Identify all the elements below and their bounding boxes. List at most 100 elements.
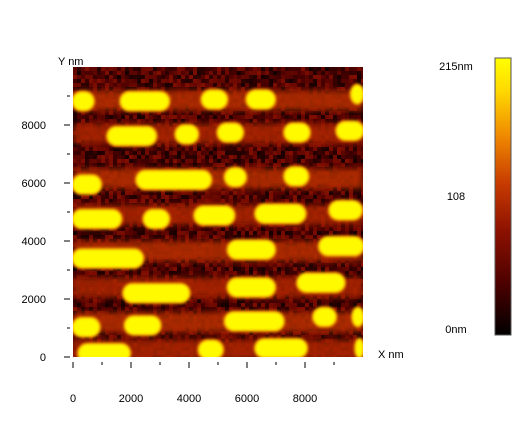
noise-cell	[81, 79, 85, 83]
noise-cell	[325, 267, 329, 271]
noise-cell	[201, 239, 205, 243]
noise-cell	[105, 83, 109, 87]
noise-cell	[325, 195, 329, 199]
noise-cell	[361, 331, 363, 335]
noise-cell	[181, 267, 185, 271]
noise-cell	[97, 119, 101, 123]
noise-cell	[145, 271, 149, 275]
noise-cell	[337, 307, 341, 311]
noise-cell	[213, 231, 217, 235]
noise-cell	[273, 271, 277, 275]
noise-cell	[193, 195, 197, 199]
noise-cell	[233, 83, 237, 87]
noise-cell	[73, 159, 77, 163]
noise-cell	[217, 163, 221, 167]
noise-cell	[345, 195, 349, 199]
noise-cell	[205, 115, 209, 119]
noise-cell	[241, 115, 245, 119]
noise-cell	[109, 231, 113, 235]
noise-cell	[249, 271, 253, 275]
noise-cell	[281, 159, 285, 163]
noise-cell	[361, 143, 363, 147]
noise-cell	[157, 231, 161, 235]
noise-cell	[189, 223, 193, 227]
noise-cell	[173, 83, 177, 87]
noise-cell	[321, 151, 325, 155]
noise-cell	[73, 195, 77, 199]
noise-cell	[205, 75, 209, 79]
noise-cell	[237, 191, 241, 195]
noise-cell	[177, 303, 181, 307]
noise-cell	[241, 227, 245, 231]
noise-cell	[137, 335, 141, 339]
noise-cell	[185, 163, 189, 167]
noise-cell	[97, 115, 101, 119]
noise-cell	[185, 307, 189, 311]
noise-cell	[261, 151, 265, 155]
noise-cell	[245, 199, 249, 203]
noise-cell	[317, 119, 321, 123]
noise-cell	[285, 115, 289, 119]
noise-cell	[237, 151, 241, 155]
noise-cell	[281, 307, 285, 311]
noise-cell	[329, 191, 333, 195]
noise-cell	[353, 151, 357, 155]
noise-cell	[325, 263, 329, 267]
noise-cell	[113, 115, 117, 119]
noise-cell	[229, 163, 233, 167]
noise-cell	[89, 79, 93, 83]
noise-cell	[149, 119, 153, 123]
noise-cell	[293, 159, 297, 163]
noise-cell	[265, 199, 269, 203]
noise-cell	[345, 163, 349, 167]
noise-cell	[357, 187, 361, 191]
noise-cell	[233, 199, 237, 203]
noise-cell	[233, 267, 237, 271]
noise-cell	[125, 79, 129, 83]
noise-cell	[149, 303, 153, 307]
noise-cell	[129, 335, 133, 339]
noise-cell	[337, 67, 341, 71]
noise-cell	[269, 83, 273, 87]
noise-cell	[317, 143, 321, 147]
noise-cell	[137, 155, 141, 159]
noise-cell	[197, 67, 201, 71]
noise-cell	[109, 199, 113, 203]
noise-cell	[233, 331, 237, 335]
noise-cell	[145, 71, 149, 75]
noise-cell	[165, 307, 169, 311]
noise-cell	[173, 263, 177, 267]
noise-cell	[341, 191, 345, 195]
noise-cell	[297, 155, 301, 159]
noise-cell	[117, 331, 121, 335]
noise-cell	[209, 263, 213, 267]
noise-cell	[285, 299, 289, 303]
noise-cell	[201, 231, 205, 235]
noise-cell	[225, 303, 229, 307]
noise-cell	[153, 83, 157, 87]
noise-cell	[225, 159, 229, 163]
noise-cell	[297, 163, 301, 167]
noise-cell	[245, 119, 249, 123]
noise-cell	[317, 87, 321, 91]
noise-cell	[141, 271, 145, 275]
noise-cell	[309, 303, 313, 307]
noise-cell	[201, 119, 205, 123]
noise-cell	[341, 79, 345, 83]
noise-cell	[233, 159, 237, 163]
noise-cell	[281, 75, 285, 79]
noise-cell	[309, 299, 313, 303]
noise-cell	[105, 163, 109, 167]
noise-cell	[101, 235, 105, 239]
noise-cell	[181, 223, 185, 227]
noise-cell	[113, 147, 117, 151]
noise-cell	[161, 271, 165, 275]
noise-cell	[293, 151, 297, 155]
noise-cell	[85, 115, 89, 119]
noise-cell	[349, 223, 353, 227]
noise-cell	[209, 303, 213, 307]
noise-cell	[241, 303, 245, 307]
noise-cell	[277, 191, 281, 195]
noise-cell	[161, 191, 165, 195]
noise-cell	[329, 75, 333, 79]
